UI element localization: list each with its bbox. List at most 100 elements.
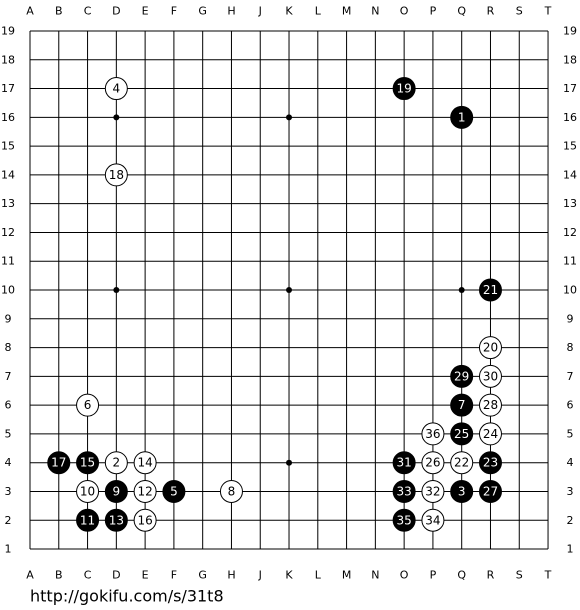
column-label: C (84, 569, 92, 582)
column-label: F (171, 569, 177, 582)
row-label: 8 (5, 341, 12, 354)
column-label: C (84, 5, 92, 18)
row-label: 5 (5, 427, 12, 440)
column-label: S (516, 5, 523, 18)
move-number: 9 (113, 484, 121, 498)
move-number: 20 (483, 341, 498, 355)
row-label: 14 (563, 168, 577, 181)
row-label: 12 (1, 226, 15, 239)
move-number: 13 (109, 513, 124, 527)
stone (47, 451, 71, 475)
column-label: J (258, 5, 262, 18)
column-label: K (285, 569, 293, 582)
star-point (458, 287, 465, 294)
row-label: 11 (1, 255, 15, 268)
row-label: 18 (563, 53, 577, 66)
row-label: 13 (1, 197, 15, 210)
column-label: L (315, 569, 322, 582)
column-label: G (198, 569, 207, 582)
move-number: 29 (454, 369, 469, 383)
row-label: 16 (563, 111, 577, 124)
row-label: 17 (563, 82, 577, 95)
source-url[interactable]: http://gokifu.com/s/31t8 (30, 587, 224, 606)
stone (478, 451, 502, 475)
column-label: N (371, 5, 379, 18)
move-number: 25 (454, 427, 469, 441)
row-label: 7 (5, 370, 12, 383)
row-label: 8 (567, 341, 574, 354)
stone (104, 163, 128, 187)
row-label: 16 (1, 111, 15, 124)
move-number: 33 (396, 484, 411, 498)
stone (104, 479, 128, 503)
stone (76, 393, 100, 417)
row-label: 1 (567, 543, 574, 556)
stone (162, 479, 186, 503)
column-label: B (55, 5, 63, 18)
stone (421, 479, 445, 503)
row-label: 6 (567, 399, 574, 412)
row-label: 17 (1, 82, 15, 95)
stone (392, 508, 416, 532)
move-number: 3 (458, 484, 466, 498)
move-number: 15 (80, 456, 95, 470)
stone (450, 364, 474, 388)
row-label: 10 (563, 284, 577, 297)
row-label: 10 (1, 284, 15, 297)
column-label: M (342, 569, 352, 582)
stone (392, 77, 416, 101)
column-label: H (227, 569, 235, 582)
coordinate-labels: AABBCCDDEEFFGGHHJJKKLLMMNNOOPPQQRRSSTT19… (1, 5, 577, 582)
row-label: 5 (567, 427, 574, 440)
star-point (286, 459, 293, 466)
column-label: E (142, 569, 149, 582)
column-label: N (371, 569, 379, 582)
move-number: 6 (84, 398, 92, 412)
stone (450, 105, 474, 129)
move-number: 2 (113, 456, 121, 470)
stone (392, 479, 416, 503)
stone (478, 422, 502, 446)
stone (421, 422, 445, 446)
column-label: J (258, 569, 262, 582)
move-number: 36 (425, 427, 440, 441)
row-label: 2 (5, 514, 12, 527)
row-label: 12 (563, 226, 577, 239)
move-number: 12 (137, 484, 152, 498)
move-number: 26 (425, 456, 440, 470)
stone (478, 336, 502, 360)
column-label: Q (457, 5, 466, 18)
move-number: 18 (109, 168, 124, 182)
row-label: 4 (567, 456, 574, 469)
column-label: T (544, 5, 552, 18)
column-label: P (430, 5, 437, 18)
stone (76, 508, 100, 532)
column-label: E (142, 5, 149, 18)
move-number: 19 (396, 82, 411, 96)
column-label: H (227, 5, 235, 18)
stone (421, 451, 445, 475)
column-label: S (516, 569, 523, 582)
row-label: 18 (1, 53, 15, 66)
row-label: 9 (5, 312, 12, 325)
stone (133, 451, 157, 475)
column-label: R (487, 569, 495, 582)
column-label: R (487, 5, 495, 18)
star-point (113, 114, 120, 121)
stone (478, 393, 502, 417)
column-label: F (171, 5, 177, 18)
column-label: M (342, 5, 352, 18)
move-number: 17 (51, 456, 66, 470)
row-label: 7 (567, 370, 574, 383)
move-number: 31 (396, 456, 411, 470)
column-label: D (112, 5, 120, 18)
move-number: 28 (483, 398, 498, 412)
column-label: O (400, 5, 409, 18)
star-point (286, 287, 293, 294)
move-number: 35 (396, 513, 411, 527)
stone (133, 479, 157, 503)
column-label: A (26, 5, 34, 18)
